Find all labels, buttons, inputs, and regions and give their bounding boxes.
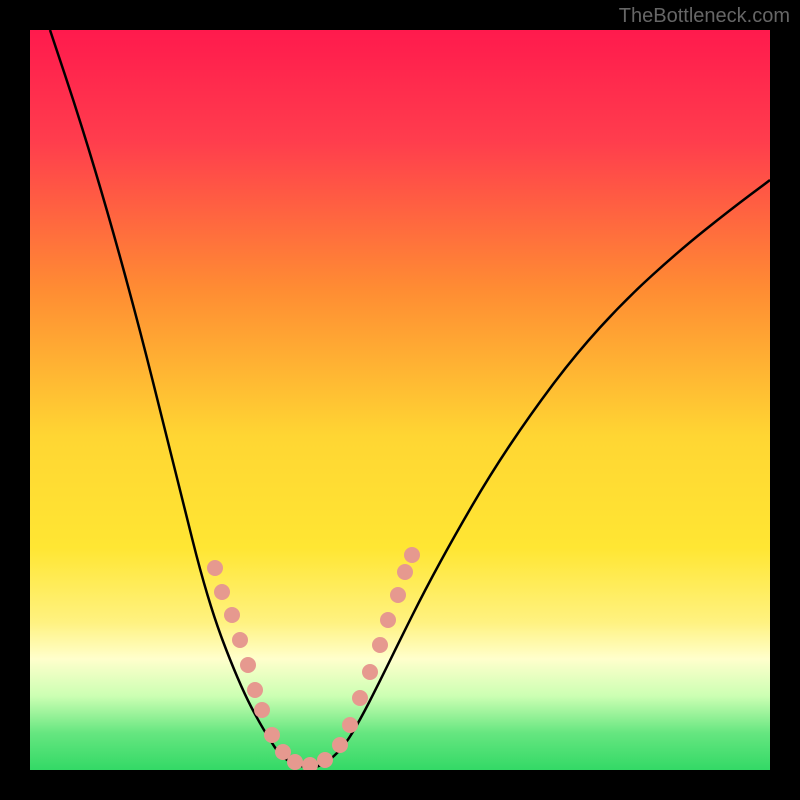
data-marker xyxy=(380,612,396,628)
data-marker xyxy=(317,752,333,768)
data-marker xyxy=(254,702,270,718)
data-marker xyxy=(332,737,348,753)
data-marker xyxy=(404,547,420,563)
chart-background xyxy=(30,30,770,770)
data-marker xyxy=(390,587,406,603)
data-marker xyxy=(207,560,223,576)
chart-svg xyxy=(30,30,770,770)
data-marker xyxy=(362,664,378,680)
watermark-text: TheBottleneck.com xyxy=(619,5,790,28)
data-marker xyxy=(287,754,303,770)
data-marker xyxy=(232,632,248,648)
data-marker xyxy=(264,727,280,743)
data-marker xyxy=(372,637,388,653)
data-marker xyxy=(247,682,263,698)
data-marker xyxy=(352,690,368,706)
data-marker xyxy=(397,564,413,580)
data-marker xyxy=(342,717,358,733)
data-marker xyxy=(224,607,240,623)
chart-plot-area xyxy=(30,30,770,770)
data-marker xyxy=(240,657,256,673)
data-marker xyxy=(214,584,230,600)
